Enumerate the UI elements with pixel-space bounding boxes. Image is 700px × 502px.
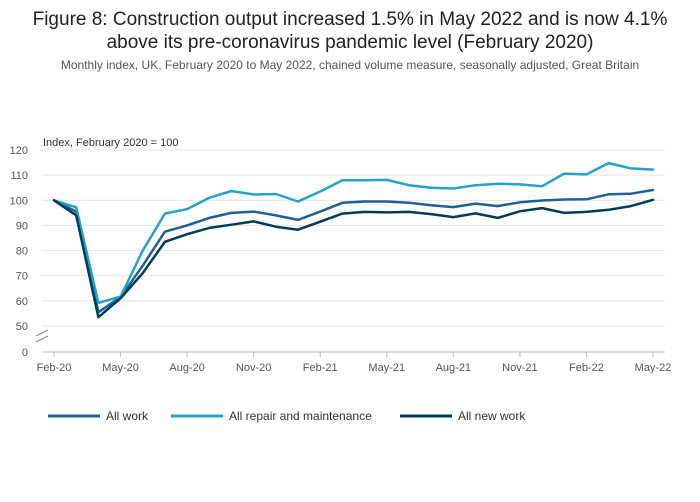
chart-title-line-1: Figure 8: Construction output increased … (32, 9, 668, 30)
legend-label: All work (106, 409, 149, 423)
x-tick-label: Feb-21 (303, 362, 338, 374)
x-tick-label: Nov-20 (236, 362, 271, 374)
chart-title: Figure 8: Construction output increased … (0, 8, 700, 54)
series-line-all-new-work (52, 198, 655, 319)
legend-label: All repair and maintenance (229, 409, 372, 423)
y-tick-label: 50 (16, 321, 28, 333)
axis-break-mark (35, 335, 49, 343)
y-axis-label: Index, February 2020 = 100 (43, 137, 178, 149)
x-tick-label: Feb-22 (569, 362, 604, 374)
y-tick-label: 100 (10, 195, 28, 207)
axes: 120 110 100 90 80 70 60 50 0 Feb-20 May-20 Aug-20 No… (10, 145, 672, 374)
x-tick-label: May-22 (635, 362, 672, 374)
y-tick-label: 70 (16, 271, 28, 283)
series-line-all-work (52, 188, 655, 314)
chart-subtitle: Monthly index, UK, February 2020 to May … (60, 58, 640, 72)
axis-break-mark (35, 329, 49, 337)
x-tick-label: May-21 (368, 362, 405, 374)
chart-title-line-2: above its pre-coronavirus pandemic level… (106, 32, 594, 53)
y-tick-label: 60 (16, 296, 28, 308)
legend-label: All new work (458, 409, 526, 423)
x-tick-label: Feb-20 (37, 362, 72, 374)
y-tick-label: 110 (10, 170, 28, 182)
series-lines (52, 161, 655, 319)
x-tick-label: Nov-21 (502, 362, 537, 374)
series-line-all-repair-and-maintenance (52, 161, 655, 305)
y-tick-label: 80 (16, 246, 28, 258)
y-tick-label: 0 (22, 347, 28, 359)
y-tick-label: 120 (10, 145, 28, 157)
x-tick-label: May-20 (102, 362, 139, 374)
legend: All work All repair and maintenance All ne… (48, 409, 526, 423)
gridlines (42, 149, 665, 353)
y-tick-label: 90 (16, 220, 28, 232)
x-tick-label: Aug-21 (436, 362, 471, 374)
x-tick-label: Aug-20 (169, 362, 204, 374)
